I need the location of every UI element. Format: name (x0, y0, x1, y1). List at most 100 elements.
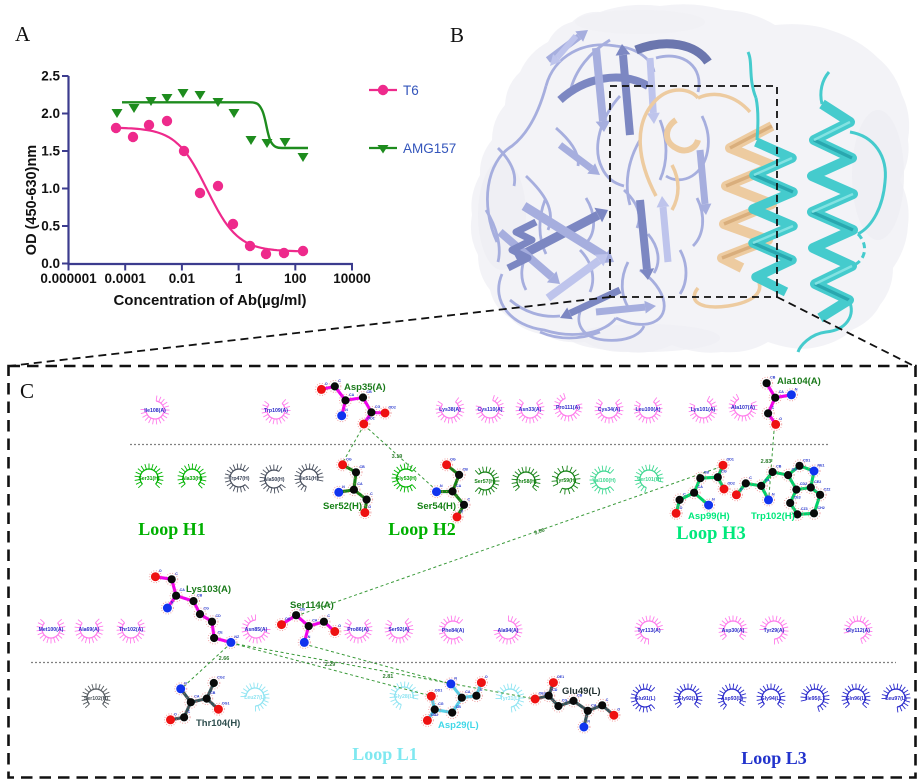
svg-text:CA: CA (465, 690, 471, 694)
svg-text:Cys110(A): Cys110(A) (477, 407, 502, 413)
svg-text:CA: CA (779, 390, 785, 394)
svg-text:CG: CG (721, 470, 727, 474)
svg-text:1.5: 1.5 (41, 144, 60, 159)
svg-text:CD: CD (552, 688, 558, 692)
svg-text:C: C (327, 614, 330, 618)
svg-text:100: 100 (284, 271, 307, 286)
svg-text:NE1: NE1 (818, 464, 825, 468)
svg-text:Tyr29(A): Tyr29(A) (764, 628, 785, 634)
svg-text:C: C (749, 476, 752, 480)
svg-text:N: N (772, 492, 775, 496)
svg-text:N: N (712, 498, 715, 502)
svg-text:Leu100(A): Leu100(A) (635, 407, 660, 413)
svg-text:Ile95(L): Ile95(L) (806, 696, 824, 702)
svg-text:C: C (606, 698, 609, 702)
svg-text:C: C (480, 688, 483, 692)
svg-text:1.0: 1.0 (41, 181, 60, 196)
svg-text:Ile108(A): Ile108(A) (144, 408, 166, 414)
svg-text:O: O (779, 417, 782, 421)
svg-text:Leu27(L): Leu27(L) (244, 695, 266, 701)
svg-text:CB: CB (704, 471, 710, 475)
svg-text:CG: CG (792, 468, 798, 472)
svg-text:N: N (454, 676, 457, 680)
svg-text:O: O (740, 487, 743, 491)
svg-text:O: O (617, 708, 620, 712)
svg-text:Gly53(H): Gly53(H) (395, 476, 417, 482)
svg-text:Thr102(A): Thr102(A) (119, 627, 143, 633)
svg-text:CA: CA (591, 703, 597, 707)
svg-text:Lys101(A): Lys101(A) (691, 407, 716, 413)
svg-text:Ser54(H): Ser54(H) (417, 501, 456, 512)
svg-text:Pro86(A): Pro86(A) (347, 627, 369, 633)
svg-text:OD2: OD2 (728, 482, 735, 486)
svg-text:C: C (683, 492, 686, 496)
svg-text:Ile51(H): Ile51(H) (300, 476, 319, 482)
svg-text:O: O (338, 624, 341, 628)
svg-text:Ser52(H): Ser52(H) (323, 501, 362, 512)
svg-text:OG1: OG1 (222, 702, 230, 706)
svg-text:Gly94(L): Gly94(L) (761, 696, 782, 702)
svg-text:3.19: 3.19 (392, 454, 403, 460)
svg-text:Tyr31(L): Tyr31(L) (500, 696, 520, 702)
svg-text:O: O (485, 675, 488, 679)
svg-text:CA: CA (312, 619, 318, 623)
svg-text:C: C (338, 379, 341, 383)
svg-text:0.000001: 0.000001 (40, 271, 97, 286)
svg-text:OD (450-630)nm: OD (450-630)nm (24, 145, 40, 255)
svg-text:N: N (342, 485, 345, 489)
svg-text:Loop L1: Loop L1 (352, 744, 418, 764)
svg-text:Asp29(L): Asp29(L) (438, 720, 479, 731)
svg-text:CA: CA (357, 482, 363, 486)
svg-text:CB: CB (360, 465, 366, 469)
svg-text:0.0001: 0.0001 (105, 271, 147, 286)
svg-text:CA: CA (194, 695, 200, 699)
svg-text:Gln96(L): Gln96(L) (845, 696, 866, 702)
svg-text:CG: CG (438, 702, 444, 706)
svg-text:10000: 10000 (333, 271, 371, 286)
svg-text:CA: CA (180, 588, 186, 592)
svg-text:CB: CB (210, 691, 216, 695)
svg-text:N: N (795, 387, 798, 391)
svg-text:C: C (20, 379, 34, 403)
svg-text:Asn85(A): Asn85(A) (245, 627, 268, 633)
svg-text:Tyr59(H): Tyr59(H) (556, 478, 577, 484)
svg-text:Loop H1: Loop H1 (138, 519, 206, 539)
svg-text:O: O (461, 509, 464, 513)
svg-text:CG: CG (375, 405, 381, 409)
svg-text:Ser31(H): Ser31(H) (138, 476, 160, 482)
svg-text:CB: CB (770, 376, 776, 380)
svg-text:CD: CD (216, 614, 222, 618)
svg-text:Ser114(A): Ser114(A) (290, 600, 334, 611)
svg-text:C: C (188, 710, 191, 714)
svg-text:Ala94(A): Ala94(A) (497, 628, 518, 634)
svg-text:CG: CG (562, 699, 568, 703)
svg-text:2.0: 2.0 (41, 106, 60, 121)
svg-text:CZ2: CZ2 (824, 487, 831, 491)
svg-text:A: A (15, 22, 31, 46)
svg-text:CA: CA (698, 485, 704, 489)
svg-text:Leu97(L): Leu97(L) (885, 696, 907, 702)
svg-text:Tyr113(A): Tyr113(A) (637, 628, 661, 634)
svg-text:Asn33(A): Asn33(A) (519, 407, 542, 413)
svg-text:Ser57(H): Ser57(H) (474, 479, 496, 485)
svg-text:N: N (184, 681, 187, 685)
svg-text:CH2: CH2 (818, 506, 825, 510)
svg-text:Ala107(A): Ala107(A) (731, 405, 755, 411)
svg-text:Trp102(H): Trp102(H) (751, 511, 795, 522)
svg-text:CA: CA (765, 478, 771, 482)
svg-text:Lys103(A): Lys103(A) (186, 584, 231, 595)
svg-text:Glu49(L): Glu49(L) (562, 686, 601, 697)
svg-text:C: C (175, 572, 178, 576)
svg-text:Loop H2: Loop H2 (388, 519, 456, 539)
svg-text:Ala69(A): Ala69(A) (78, 627, 99, 633)
svg-text:Met100(A): Met100(A) (39, 627, 64, 633)
svg-text:Pro111(A): Pro111(A) (556, 405, 580, 411)
svg-text:Trp47(H): Trp47(H) (228, 476, 249, 482)
svg-text:N: N (440, 484, 443, 488)
svg-text:C: C (468, 497, 471, 501)
svg-text:CB: CB (367, 390, 373, 394)
svg-text:OG: OG (285, 617, 291, 621)
svg-text:OE1: OE1 (557, 675, 564, 679)
svg-text:C: C (370, 492, 373, 496)
svg-text:CD1: CD1 (803, 458, 810, 462)
